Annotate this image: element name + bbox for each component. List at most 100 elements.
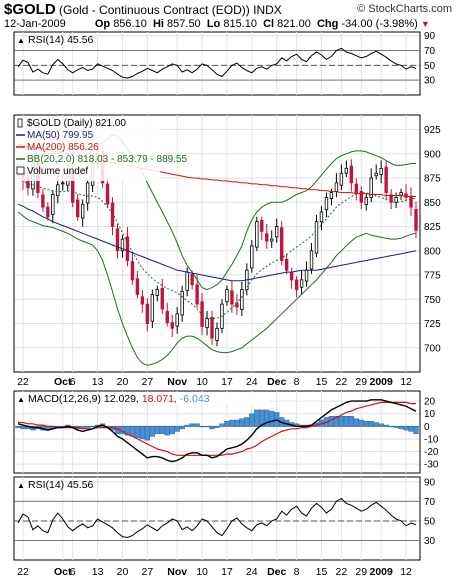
- candle-body: [314, 221, 319, 254]
- bottom-xtick-label: 13: [92, 566, 104, 578]
- bottom-xtick-label: 22: [17, 566, 29, 578]
- price-xtick-label: Dec: [267, 376, 286, 388]
- price-xtick-label: 29: [355, 376, 367, 388]
- candle-body: [289, 272, 294, 281]
- candle-body: [329, 192, 334, 199]
- price-xtick-label: 27: [142, 376, 154, 388]
- macd-histogram-bar: [393, 426, 399, 428]
- candle-body: [364, 197, 368, 206]
- rsi-bottom-line: [17, 497, 417, 539]
- candle-body: [240, 289, 244, 310]
- legend-entry: Volume undef: [27, 166, 88, 177]
- candle-body: [384, 166, 388, 193]
- macd-histogram-bar: [254, 409, 260, 427]
- macd-ytick-label: -30: [424, 460, 439, 471]
- candle-body: [120, 238, 125, 252]
- candle-body: [105, 183, 110, 205]
- candle-body: [110, 202, 115, 227]
- price-xtick-label: Nov: [167, 376, 187, 388]
- macd-line: [17, 399, 417, 463]
- candle-body: [225, 289, 229, 303]
- candle-body: [80, 203, 85, 219]
- macd-histogram-bar: [219, 423, 225, 427]
- candle-body: [344, 167, 349, 174]
- source-credit: © StockCharts.com: [357, 3, 452, 15]
- macd-histogram-bar: [398, 426, 404, 430]
- candle-body: [230, 290, 234, 305]
- price-xtick-label: Oct: [54, 376, 72, 388]
- legend-bg: [15, 117, 160, 181]
- rsi-top-ytick-label: 30: [424, 76, 436, 87]
- macd-histogram-bar: [154, 426, 160, 435]
- macd-histogram-bar: [353, 418, 359, 427]
- macd-histogram-bar: [244, 417, 250, 427]
- candle-body: [150, 294, 155, 322]
- candle-body: [215, 327, 219, 341]
- candle-body: [354, 183, 358, 193]
- price-xtick-label: 2009: [369, 376, 393, 388]
- candle-body: [284, 258, 289, 271]
- quote-bar: 12-Jan-2009 Op 856.10 Hi 857.50 Lo 815.1…: [4, 18, 454, 30]
- price-xtick-label: 22: [17, 376, 29, 388]
- candle-body: [160, 288, 164, 310]
- macd-title-text: MACD(12,26,9) 12.029, 18.071, -6.043: [28, 393, 210, 405]
- rsi-bottom-ytick-label: 90: [424, 477, 436, 488]
- rsi-top-title: RSI(14) 45.56: [28, 34, 94, 46]
- candle-body: [409, 195, 413, 208]
- macd-histogram-bar: [20, 426, 26, 430]
- price-xtick-label: 20: [117, 376, 129, 388]
- rsi-bottom-ytick-label: 70: [424, 497, 436, 508]
- price-ytick-label: 775: [424, 271, 441, 282]
- candle-body: [41, 194, 45, 208]
- macd-histogram-bar: [189, 423, 195, 427]
- candle-body: [165, 310, 169, 323]
- candle-body: [130, 261, 135, 281]
- change-value: -34.00 (-3.98%): [341, 18, 418, 30]
- candle-body: [359, 191, 363, 203]
- candle-body: [61, 182, 65, 185]
- price-ytick-label: 825: [424, 222, 441, 233]
- macd-histogram-bar: [204, 426, 210, 428]
- macd-histogram-bar: [373, 422, 379, 427]
- high-value: 857.50: [167, 18, 201, 30]
- candle-body: [349, 165, 354, 184]
- bottom-xtick-label: 22: [336, 566, 348, 578]
- candle-body: [279, 227, 284, 261]
- bottom-xtick-label: 10: [196, 566, 208, 578]
- candle-body: [324, 197, 329, 211]
- macd-histogram-value: -6.043: [180, 393, 210, 405]
- rsi-top-ytick-label: 70: [424, 46, 436, 57]
- candle-body: [180, 291, 184, 316]
- macd-histogram-bar: [184, 424, 190, 427]
- candle-body: [140, 296, 145, 305]
- macd-title: [15, 392, 270, 404]
- candle-body: [414, 209, 418, 231]
- macd-histogram-bar: [388, 426, 394, 428]
- candle-body: [190, 274, 194, 286]
- rsi-top-marker-icon: ▲: [17, 36, 25, 45]
- candle-body: [319, 211, 324, 223]
- candle-body: [46, 206, 50, 218]
- candle-body: [125, 236, 130, 261]
- price-ytick-label: 725: [424, 319, 441, 330]
- macd-histogram-bar: [169, 426, 175, 435]
- macd-histogram-bar: [159, 426, 165, 435]
- open-label: Op: [94, 18, 111, 30]
- macd-frame: [13, 390, 421, 474]
- macd-histogram-bar: [85, 426, 91, 428]
- rsi-top-ytick-label: 50: [424, 61, 436, 72]
- candle-body: [379, 167, 383, 175]
- macd-histogram-bar: [139, 426, 146, 440]
- candle-body: [205, 318, 209, 328]
- bottom-xtick-label: 15: [316, 566, 328, 578]
- candle-body: [294, 279, 299, 290]
- macd-signal-line: [18, 401, 416, 456]
- macd-histogram-bar: [229, 419, 235, 427]
- macd-ytick-label: 10: [424, 409, 436, 420]
- legend-candle-icon: [17, 118, 23, 128]
- macd-histogram-bar: [174, 426, 180, 432]
- change-down-icon: ▼: [420, 19, 430, 29]
- legend-entry: $GOLD (Daily) 821.00: [27, 118, 126, 129]
- price-xtick-label: 6: [70, 376, 76, 388]
- macd-histogram-bar: [199, 426, 205, 428]
